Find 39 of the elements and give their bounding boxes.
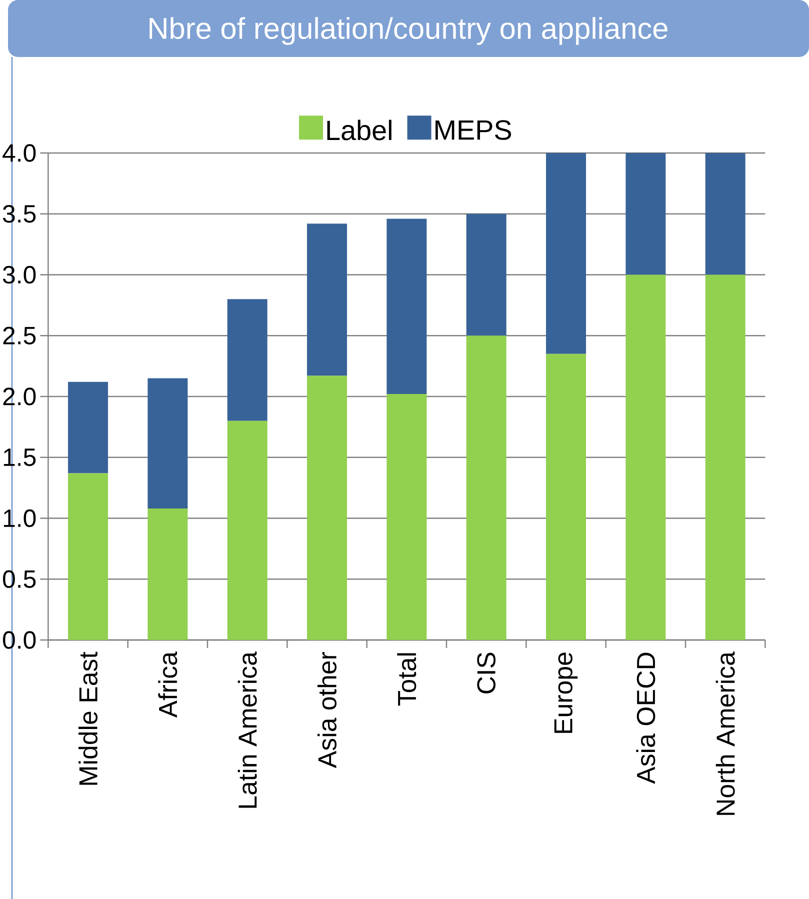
bar <box>626 152 666 275</box>
y-tick-label: 2.0 <box>3 388 36 406</box>
y-tick-label: 4.0 <box>2 144 36 162</box>
x-tick-label: Middle East <box>78 652 98 785</box>
bar <box>307 376 347 640</box>
y-tick-label: 3.0 <box>2 266 36 284</box>
bar <box>546 152 586 354</box>
legend-label: MEPS <box>436 120 512 140</box>
bar <box>546 354 586 640</box>
bar <box>68 382 108 474</box>
y-tick-label: 3.5 <box>2 205 36 223</box>
bar <box>626 274 666 640</box>
bar <box>386 394 427 640</box>
legend-label: Label <box>327 120 392 140</box>
bar <box>705 152 746 275</box>
bar <box>466 336 506 640</box>
y-tick-label: 2.5 <box>3 326 36 344</box>
bar <box>466 214 506 336</box>
x-tick-label: Asia OECD <box>636 652 656 784</box>
x-tick-label: Total <box>397 653 416 706</box>
x-tick-label: Latin America <box>238 652 257 808</box>
chart-title: Nbre of regulation/country on appliance <box>150 17 668 45</box>
y-tick-label: 1.0 <box>4 509 36 528</box>
y-tick-label: 0.0 <box>2 631 36 649</box>
bar <box>227 299 268 421</box>
bar <box>227 420 268 640</box>
x-tick-label: Asia other <box>317 652 337 768</box>
x-tick-label: North America <box>716 652 735 815</box>
bar <box>68 473 108 640</box>
bar <box>148 508 188 640</box>
x-tick-label: Africa <box>158 652 178 718</box>
x-tick-label: Europe <box>554 652 578 733</box>
bar <box>386 218 427 394</box>
bar <box>705 274 746 640</box>
bar <box>148 378 188 508</box>
y-tick-label: 1.5 <box>4 448 36 466</box>
y-tick-label: 0.5 <box>2 570 36 588</box>
x-tick-label: CIS <box>477 652 496 694</box>
bar <box>307 224 347 376</box>
